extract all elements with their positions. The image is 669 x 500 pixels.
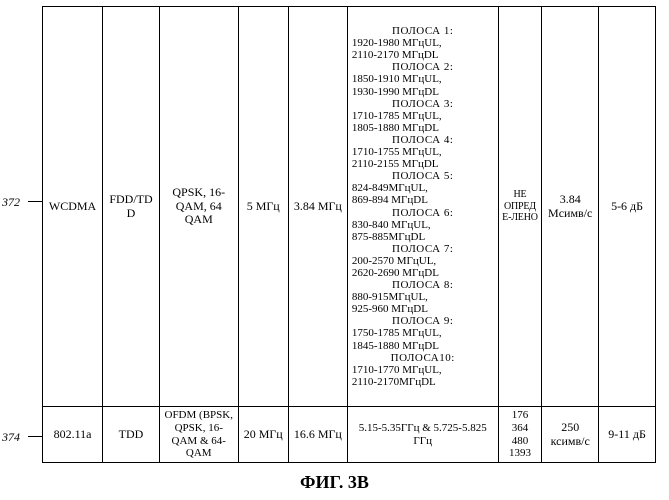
cell-papr: 9-11 дБ: [599, 407, 656, 463]
row-dash-374: [28, 436, 42, 437]
cell-papr: 5-6 дБ: [599, 7, 656, 407]
row-label-374: 374: [2, 430, 20, 445]
cell-bands: 5.15-5.35ГГц & 5.725-5.825 ГГц: [347, 407, 498, 463]
cell-numbers: 1763644801393: [498, 407, 542, 463]
cell-chiprate-bw: 3.84 МГц: [288, 7, 347, 407]
cell-duplex: FDD/TDD: [103, 7, 160, 407]
cell-undefined: НЕ ОПРЕДЕ-ЛЕНО: [498, 7, 542, 407]
cell-standard: 802.11a: [43, 407, 103, 463]
cell-standard: WCDMA: [43, 7, 103, 407]
cell-bw: 20 МГц: [238, 407, 288, 463]
cell-chiprate-bw: 16.6 МГц: [288, 407, 347, 463]
cell-modulation: OFDM (BPSK, QPSK, 16-QAM & 64-QAM: [159, 407, 238, 463]
table-row: WCDMA FDD/TDD QPSK, 16-QAM, 64 QAM 5 МГц…: [43, 7, 656, 407]
cell-duplex: TDD: [103, 407, 160, 463]
cell-symrate: 3.84 Мсимв/с: [542, 7, 599, 407]
cell-modulation: QPSK, 16-QAM, 64 QAM: [159, 7, 238, 407]
figure-caption: ФИГ. 3B: [0, 472, 669, 493]
figure-wrap: 372 374 WCDMA FDD/TDD QPSK, 16-QAM, 64 Q…: [0, 0, 669, 500]
row-label-372: 372: [2, 195, 20, 210]
spec-table: WCDMA FDD/TDD QPSK, 16-QAM, 64 QAM 5 МГц…: [42, 6, 656, 463]
row-dash-372: [28, 201, 42, 202]
table-row: 802.11a TDD OFDM (BPSK, QPSK, 16-QAM & 6…: [43, 407, 656, 463]
cell-bw: 5 МГц: [238, 7, 288, 407]
cell-bands: ПОЛОСА 1:1920-1980 МГцUL,2110-2170 МГцDL…: [347, 7, 498, 407]
cell-symrate: 250 ксимв/с: [542, 407, 599, 463]
